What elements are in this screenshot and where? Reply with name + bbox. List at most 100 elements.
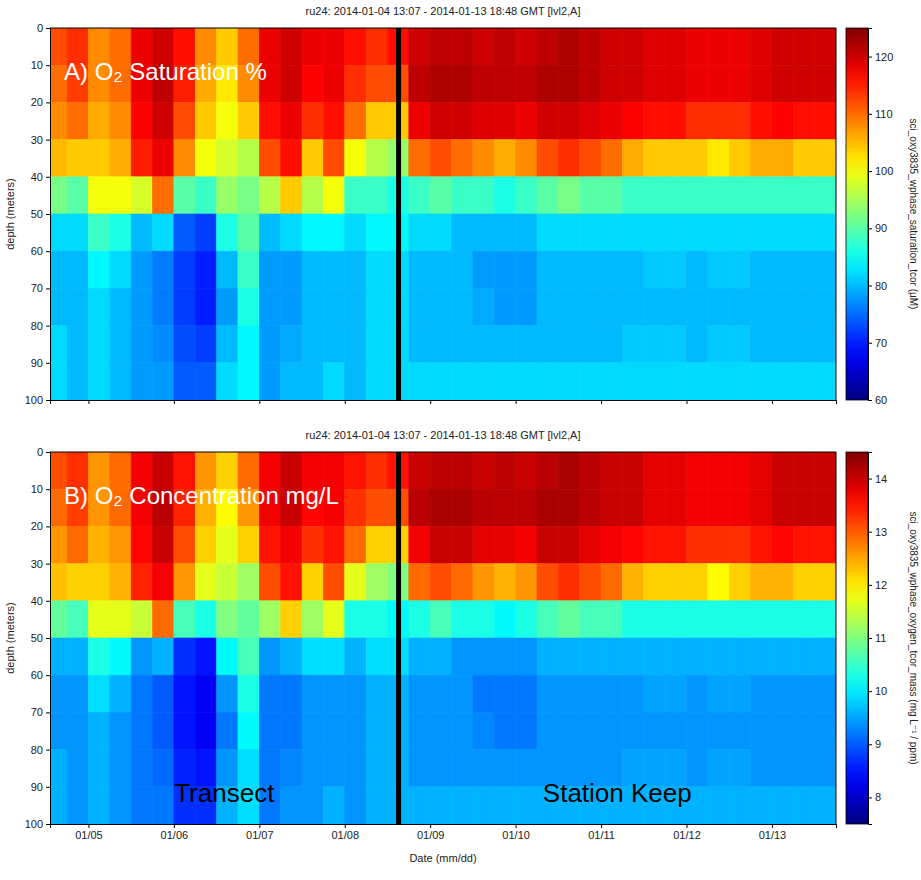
- colorbar-tick-label: 100: [875, 165, 893, 177]
- colorbar-tick-mark: [868, 744, 872, 745]
- y-tick-label: 100: [25, 394, 43, 406]
- heat-cell: [558, 140, 579, 177]
- heat-cell: [217, 564, 238, 601]
- x-tick-label: 01/10: [502, 829, 530, 841]
- heat-cell: [131, 675, 152, 712]
- heat-cell: [345, 564, 366, 601]
- heat-cell: [302, 177, 323, 214]
- heat-cell: [815, 638, 836, 675]
- heat-cell: [259, 638, 280, 675]
- y-tick: 20: [31, 520, 50, 532]
- heat-cell: [644, 140, 665, 177]
- heat-cell: [665, 564, 686, 601]
- heat-cell: [537, 65, 558, 102]
- heat-cell: [153, 102, 174, 139]
- heat-cell: [622, 214, 643, 251]
- heat-cell: [195, 363, 216, 400]
- y-tick-mark: [46, 601, 50, 602]
- heat-cell: [622, 564, 643, 601]
- heat-cell: [217, 214, 238, 251]
- heat-cell: [217, 177, 238, 214]
- heat-cell: [281, 363, 302, 400]
- heat-cell: [366, 489, 387, 526]
- heat-cell: [88, 675, 109, 712]
- heat-cell: [558, 363, 579, 400]
- heat-cell: [345, 177, 366, 214]
- heat-cell: [409, 326, 430, 363]
- heat-cell: [302, 140, 323, 177]
- heat-cell: [430, 787, 451, 824]
- heat-cell: [644, 564, 665, 601]
- heat-cell: [537, 452, 558, 489]
- heat-cell: [452, 564, 473, 601]
- heat-cell: [708, 65, 729, 102]
- heat-cell: [131, 177, 152, 214]
- heat-cell: [516, 140, 537, 177]
- heat-cell: [665, 363, 686, 400]
- heat-cell: [686, 601, 707, 638]
- x-axis-line: [51, 401, 837, 405]
- heat-cell: [259, 712, 280, 749]
- heat-cell: [729, 638, 750, 675]
- heat-cell: [473, 787, 494, 824]
- heat-cell: [622, 675, 643, 712]
- heat-cell: [195, 140, 216, 177]
- heat-cell: [195, 712, 216, 749]
- heat-cell: [494, 601, 515, 638]
- heat-cell: [430, 214, 451, 251]
- heat-cell: [516, 564, 537, 601]
- heat-cell: [708, 363, 729, 400]
- heat-cell: [622, 28, 643, 65]
- heat-cell: [494, 363, 515, 400]
- colorbar-tick: 12: [868, 579, 887, 591]
- heat-cell: [50, 564, 67, 601]
- heat-cell: [110, 326, 131, 363]
- heat-cell: [558, 601, 579, 638]
- heat-cell: [131, 787, 152, 824]
- heat-cell: [50, 675, 67, 712]
- heat-cell: [217, 140, 238, 177]
- heat-cell: [537, 489, 558, 526]
- colorbar-tick-label: 60: [875, 394, 887, 406]
- heat-cell: [409, 712, 430, 749]
- heat-cell: [665, 712, 686, 749]
- figure: 0102030405060708090100ru24: 2014-01-04 1…: [0, 0, 921, 880]
- heat-cell: [195, 251, 216, 288]
- heat-cell: [665, 140, 686, 177]
- heat-cell: [686, 564, 707, 601]
- x-tick: 01/11: [588, 824, 615, 841]
- x-tick: [345, 400, 346, 404]
- x-tick-label: 01/07: [246, 829, 274, 841]
- heat-cell: [793, 326, 814, 363]
- heat-cell: [708, 712, 729, 749]
- heat-cell: [50, 214, 67, 251]
- heat-cell: [580, 526, 601, 563]
- y-tick: 20: [31, 96, 50, 108]
- heat-cell: [430, 326, 451, 363]
- heat-cell: [708, 251, 729, 288]
- heat-cell: [409, 140, 430, 177]
- colorbar-axis-line: [869, 453, 873, 825]
- heat-cell: [494, 28, 515, 65]
- heat-cell: [686, 214, 707, 251]
- heat-cell: [323, 288, 344, 325]
- heat-cell: [537, 288, 558, 325]
- heat-cell: [558, 526, 579, 563]
- heat-cell: [580, 638, 601, 675]
- heat-cell: [686, 712, 707, 749]
- heat-cell: [281, 787, 302, 824]
- heat-cell: [302, 251, 323, 288]
- y-tick-mark: [46, 489, 50, 490]
- x-tick: [174, 400, 175, 404]
- heat-cell: [644, 675, 665, 712]
- plot-area: [50, 452, 836, 824]
- x-tick: 01/05: [75, 824, 103, 841]
- colorbar-tick: 70: [868, 337, 887, 349]
- heat-cell: [323, 675, 344, 712]
- plot-frame: [50, 28, 836, 400]
- heat-cell: [323, 601, 344, 638]
- y-axis-line: [46, 29, 51, 401]
- heat-cell: [88, 251, 109, 288]
- y-tick-mark: [46, 564, 50, 565]
- heat-cell: [50, 177, 67, 214]
